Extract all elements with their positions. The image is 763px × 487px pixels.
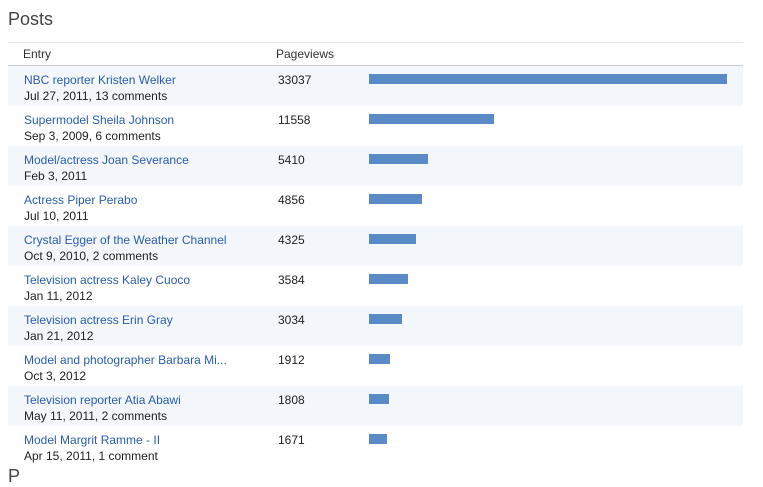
- pageviews-bar-track: [369, 314, 727, 324]
- pageviews-value: 11558: [278, 113, 311, 127]
- post-meta: May 11, 2011, 2 comments: [24, 409, 167, 423]
- post-title-link[interactable]: Television actress Erin Gray: [24, 313, 173, 327]
- post-meta: Jul 27, 2011, 13 comments: [24, 89, 168, 103]
- post-title-link[interactable]: Model/actress Joan Severance: [24, 153, 189, 167]
- post-meta: Jan 21, 2012: [24, 329, 94, 343]
- pageviews-bar: [369, 154, 428, 164]
- title-divider: [8, 42, 743, 43]
- table-row: Television actress Erin Gray Jan 21, 2012…: [8, 306, 743, 346]
- table-row: Supermodel Sheila Johnson Sep 3, 2009, 6 …: [8, 106, 743, 146]
- pageviews-bar-track: [369, 394, 727, 404]
- column-header-entry[interactable]: Entry: [23, 47, 52, 61]
- pageviews-value: 33037: [278, 73, 312, 87]
- next-section-title: P: [8, 466, 21, 486]
- table-row: Model Margrit Ramme - II Apr 15, 2011, 1 …: [8, 426, 743, 466]
- posts-table: Entry Pageviews NBC reporter Kristen Wel…: [8, 44, 743, 466]
- pageviews-bar-track: [369, 234, 727, 244]
- post-title-link[interactable]: NBC reporter Kristen Welker: [24, 73, 176, 87]
- table-row: Model/actress Joan Severance Feb 3, 2011 5…: [8, 146, 743, 186]
- post-meta: Oct 3, 2012: [24, 369, 87, 383]
- post-meta: Oct 9, 2010, 2 comments: [24, 249, 159, 263]
- post-title-link[interactable]: Model Margrit Ramme - II: [24, 433, 161, 447]
- post-title-link[interactable]: Model and photographer Barbara Mi...: [24, 353, 227, 367]
- pageviews-bar: [369, 314, 402, 324]
- pageviews-value: 1671: [278, 433, 305, 447]
- table-row: Actress Piper Perabo Jul 10, 2011 4856: [8, 186, 743, 226]
- post-title-link[interactable]: Supermodel Sheila Johnson: [24, 113, 175, 127]
- pageviews-bar: [369, 114, 494, 124]
- table-body: NBC reporter Kristen Welker Jul 27, 2011,…: [8, 66, 743, 466]
- pageviews-bar: [369, 74, 727, 84]
- pageviews-value: 4856: [278, 193, 305, 207]
- table-row: NBC reporter Kristen Welker Jul 27, 2011,…: [8, 66, 743, 106]
- pageviews-bar: [369, 394, 389, 404]
- post-meta: Feb 3, 2011: [24, 169, 88, 183]
- table-row: Television reporter Atia Abawi May 11, 20…: [8, 386, 743, 426]
- pageviews-bar: [369, 434, 387, 444]
- pageviews-bar: [369, 194, 422, 204]
- table-row: Crystal Egger of the Weather Channel Oct …: [8, 226, 743, 266]
- post-meta: Sep 3, 2009, 6 comments: [24, 129, 161, 143]
- table-row: Model and photographer Barbara Mi... Oct …: [8, 346, 743, 386]
- pageviews-bar: [369, 234, 416, 244]
- table-header: Entry Pageviews: [8, 44, 743, 66]
- pageviews-value: 1912: [278, 353, 305, 367]
- pageviews-value: 3584: [278, 273, 305, 287]
- pageviews-bar-track: [369, 354, 727, 364]
- pageviews-value: 1808: [278, 393, 305, 407]
- pageviews-bar-track: [369, 74, 727, 84]
- pageviews-bar-track: [369, 114, 727, 124]
- post-title-link[interactable]: Television actress Kaley Cuoco: [24, 273, 191, 287]
- post-title-link[interactable]: Crystal Egger of the Weather Channel: [24, 233, 227, 247]
- column-header-pageviews[interactable]: Pageviews: [276, 47, 335, 61]
- pageviews-bar-track: [369, 154, 727, 164]
- pageviews-value: 5410: [278, 153, 305, 167]
- pageviews-value: 4325: [278, 233, 305, 247]
- post-title-link[interactable]: Actress Piper Perabo: [24, 193, 138, 207]
- page-title: Posts: [8, 9, 54, 29]
- pageviews-bar-track: [369, 194, 727, 204]
- post-meta: Jul 10, 2011: [24, 209, 89, 223]
- pageviews-bar-track: [369, 274, 727, 284]
- post-meta: Jan 11, 2012: [24, 289, 93, 303]
- post-meta: Apr 15, 2011, 1 comment: [24, 449, 158, 463]
- pageviews-bar-track: [369, 434, 727, 444]
- pageviews-value: 3034: [278, 313, 305, 327]
- table-row: Television actress Kaley Cuoco Jan 11, 20…: [8, 266, 743, 306]
- pageviews-bar: [369, 274, 408, 284]
- pageviews-bar: [369, 354, 390, 364]
- post-title-link[interactable]: Television reporter Atia Abawi: [24, 393, 181, 407]
